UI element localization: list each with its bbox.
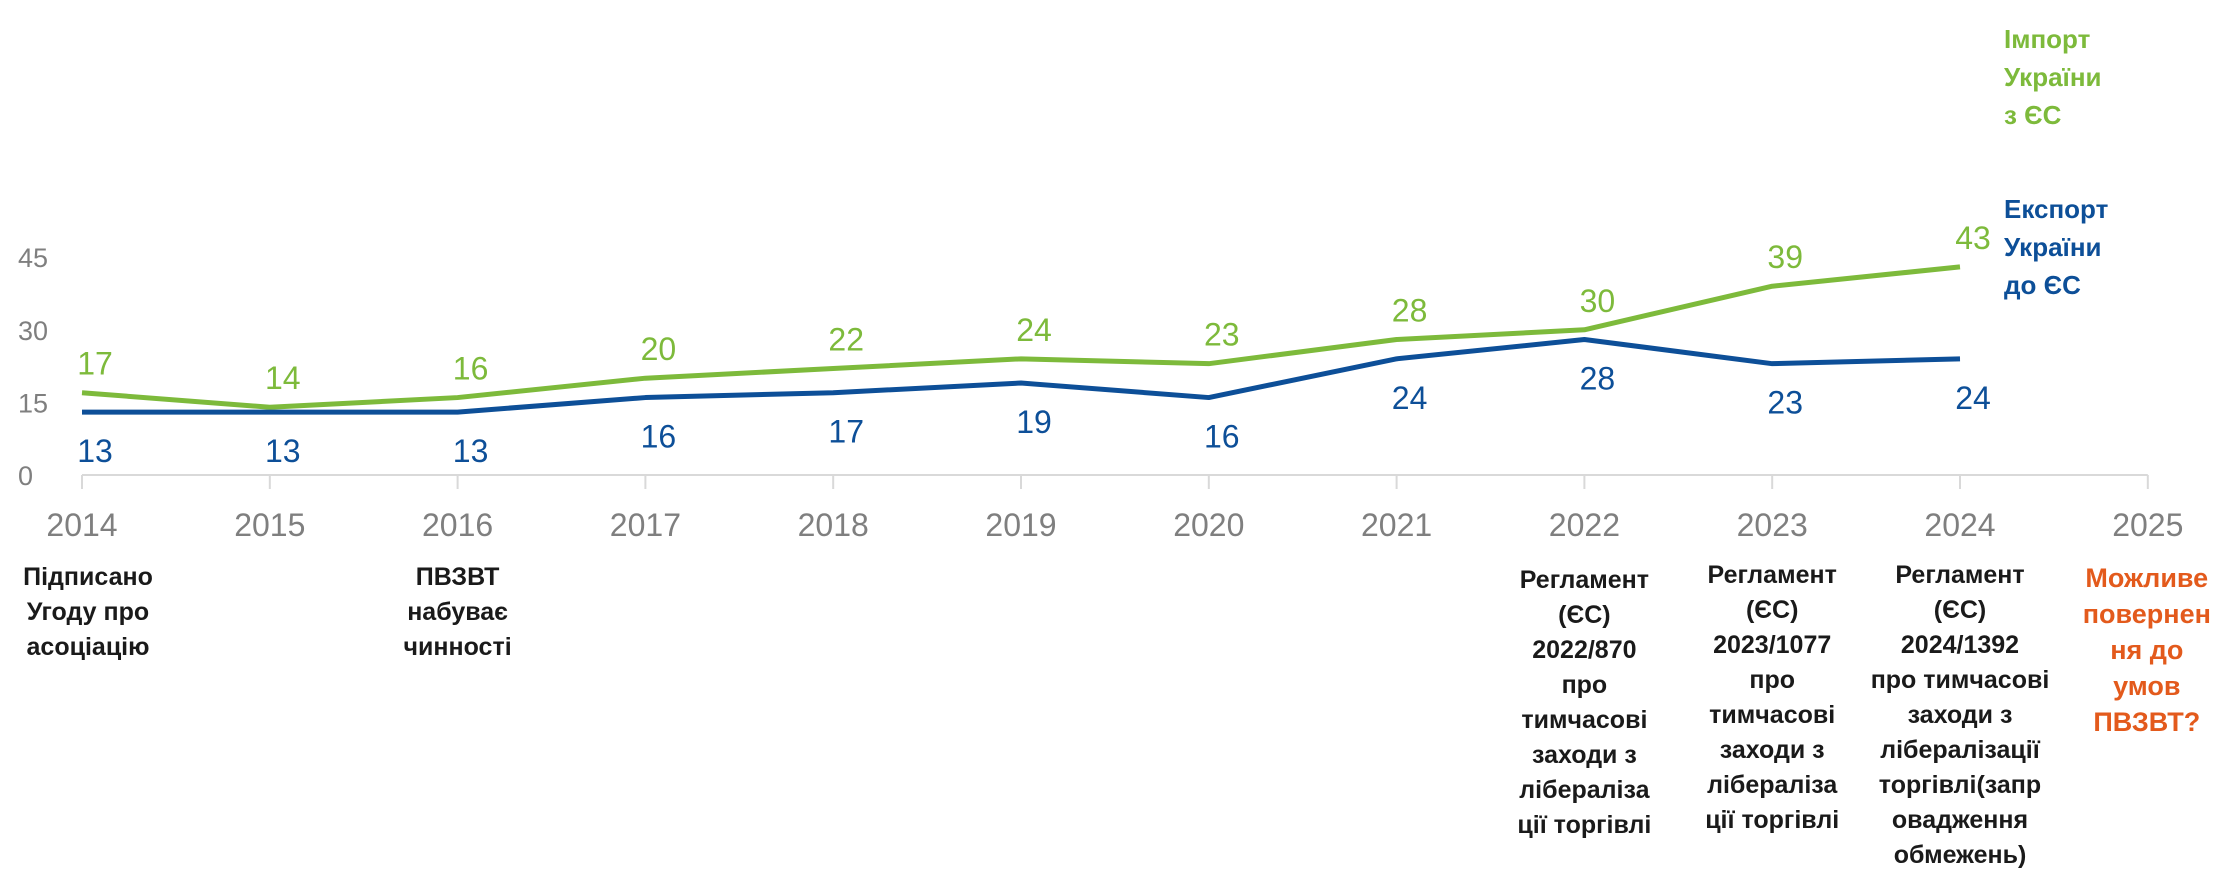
annotation-line: ПВЗВТ	[383, 560, 533, 595]
annotation-line: лібералізації	[1867, 733, 2053, 768]
annotation-line: 2024/1392	[1867, 628, 2053, 663]
data-label: 24	[1392, 380, 1428, 416]
annotation-line: 2022/870	[1509, 633, 1659, 668]
annotation-line: умов	[2072, 668, 2222, 704]
annotation-line: чинності	[383, 630, 533, 665]
annotation-line: Регламент	[1697, 558, 1847, 593]
annotation-line: Регламент	[1509, 563, 1659, 598]
import-series-label: Імпорт	[2004, 24, 2091, 54]
annotation-line: про тимчасові	[1867, 663, 2053, 698]
import-series-label: з ЄС	[2004, 100, 2062, 130]
x-tick-label: 2021	[1361, 507, 1432, 543]
data-label: 23	[1204, 317, 1240, 353]
data-label: 17	[77, 346, 113, 382]
data-label: 13	[77, 433, 113, 469]
annotation-line: набуває	[383, 595, 533, 630]
data-label: 16	[453, 351, 489, 387]
export-series-label: Експорт	[2004, 194, 2109, 224]
annotation-line: тимчасові	[1509, 703, 1659, 738]
data-label: 30	[1580, 283, 1616, 319]
x-tick-label: 2018	[798, 507, 869, 543]
annotation-line: обмежень)	[1867, 838, 2053, 873]
data-label: 13	[265, 433, 301, 469]
x-tick-label: 2017	[610, 507, 681, 543]
annotation-line: (ЄС)	[1509, 598, 1659, 633]
annotation-line: ції торгівлі	[1509, 808, 1659, 843]
annotation-line: ПВЗВТ?	[2072, 704, 2222, 740]
annotation-line: заходи з	[1867, 698, 2053, 733]
annotation-line: (ЄС)	[1867, 593, 2053, 628]
data-label: 20	[641, 331, 677, 367]
data-label: 39	[1767, 239, 1803, 275]
annotation-line: ції торгівлі	[1697, 803, 1847, 838]
data-label: 22	[828, 322, 864, 358]
data-label: 43	[1955, 220, 1991, 256]
annotation-line: тимчасові	[1697, 698, 1847, 733]
data-label: 28	[1580, 360, 1616, 396]
data-label: 16	[1204, 419, 1240, 455]
data-label: 23	[1767, 385, 1803, 421]
data-label: 13	[453, 433, 489, 469]
annotation-line: про	[1509, 668, 1659, 703]
x-tick-label: 2020	[1173, 507, 1244, 543]
data-label: 14	[265, 360, 301, 396]
y-tick-label: 30	[18, 316, 48, 346]
import-series-label: України	[2004, 62, 2102, 92]
data-label: 24	[1955, 380, 1991, 416]
data-label: 17	[828, 414, 864, 450]
x-tick-label: 2016	[422, 507, 493, 543]
annotation-line: повернен	[2072, 596, 2222, 632]
x-tick-label: 2022	[1549, 507, 1620, 543]
x-tick-label: 2019	[985, 507, 1056, 543]
annotation-line: заходи з	[1509, 738, 1659, 773]
annotation-line: лібераліза	[1697, 768, 1847, 803]
x-tick-label: 2023	[1737, 507, 1808, 543]
annotation-line: овадження	[1867, 803, 2053, 838]
data-label: 28	[1392, 292, 1428, 328]
annotation-line: про	[1697, 663, 1847, 698]
annotation-line: Регламент	[1867, 558, 2053, 593]
annotation-line: (ЄС)	[1697, 593, 1847, 628]
y-tick-label: 15	[18, 388, 48, 418]
x-tick-label: 2024	[1924, 507, 1995, 543]
annotation-line: Можливе	[2072, 560, 2222, 596]
x-tick-label: 2015	[234, 507, 305, 543]
annotation-line: Угоду про	[3, 595, 173, 630]
export-series-label: України	[2004, 232, 2102, 262]
annotation-line: лібераліза	[1509, 773, 1659, 808]
data-label: 19	[1016, 404, 1052, 440]
annotation-line: заходи з	[1697, 733, 1847, 768]
annotation-line: асоціацію	[3, 630, 173, 665]
x-tick-label: 2025	[2112, 507, 2183, 543]
x-tick-label: 2014	[46, 507, 117, 543]
y-tick-label: 45	[18, 243, 48, 273]
data-label: 16	[641, 419, 677, 455]
annotation-line: торгівлі(запр	[1867, 768, 2053, 803]
annotation-line: Підписано	[3, 560, 173, 595]
y-tick-label: 0	[18, 461, 33, 491]
annotation-line: ня до	[2072, 632, 2222, 668]
data-label: 24	[1016, 312, 1052, 348]
annotation-line: 2023/1077	[1697, 628, 1847, 663]
export-series-label: до ЄС	[2004, 270, 2081, 300]
